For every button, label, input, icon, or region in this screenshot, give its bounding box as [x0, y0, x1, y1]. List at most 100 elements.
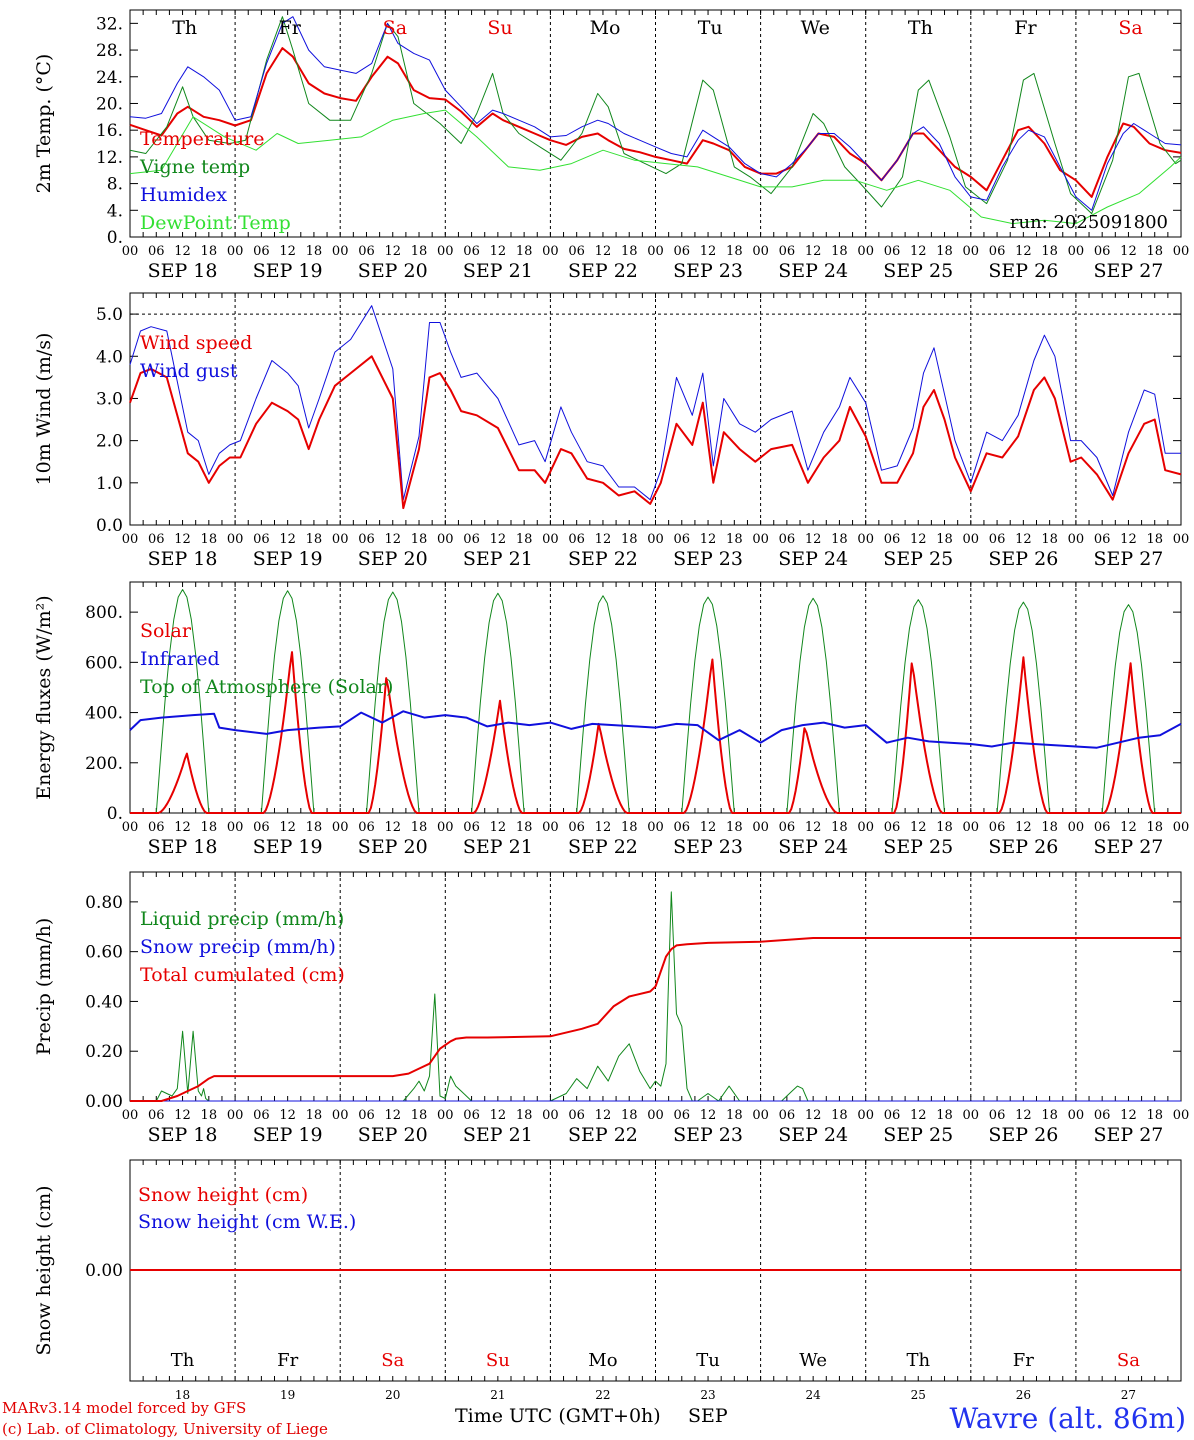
hour-tick-label: 18 [726, 820, 743, 835]
hour-tick-label: 12 [174, 1108, 191, 1123]
hour-tick-label: 00 [963, 1108, 980, 1123]
hour-tick-label: 12 [595, 820, 612, 835]
y-tick-label: 12. [96, 148, 123, 168]
hour-tick-label: 18 [306, 244, 323, 259]
station-name: Wavre (alt. 86m) [949, 1402, 1186, 1435]
hour-tick-label: 06 [358, 1108, 375, 1123]
legend-entry: Humidex [140, 184, 227, 206]
hour-tick-label: 12 [595, 244, 612, 259]
y-tick-label: 800. [85, 603, 123, 623]
hour-tick-label: 18 [1041, 244, 1058, 259]
legend-entry: Snow height (cm) [138, 1184, 308, 1206]
hour-tick-label: 18 [726, 1108, 743, 1123]
date-label: SEP 22 [568, 1124, 638, 1146]
run-label: run: 2025091800 [1010, 212, 1168, 233]
hour-tick-label: 18 [936, 820, 953, 835]
hour-tick-label: 06 [884, 820, 901, 835]
hour-tick-label: 00 [752, 532, 769, 547]
legend-entry: DewPoint Temp [140, 212, 291, 234]
day-name-label: Su [487, 17, 512, 39]
hour-tick-label: 06 [779, 532, 796, 547]
hour-tick-label: 00 [122, 244, 139, 259]
hour-tick-label: 06 [674, 1108, 691, 1123]
hour-tick-label: 06 [1094, 820, 1111, 835]
hour-tick-label: 18 [201, 1108, 218, 1123]
hour-tick-label: 12 [279, 244, 296, 259]
hour-tick-label: 00 [647, 820, 664, 835]
legend-entry: Wind speed [140, 332, 252, 354]
hour-tick-label: 06 [253, 820, 270, 835]
day-name-label: Th [906, 1350, 930, 1371]
date-label: SEP 20 [358, 260, 428, 282]
hour-tick-label: 18 [621, 244, 638, 259]
day-number-label: 27 [1121, 1388, 1136, 1402]
hour-tick-label: 18 [1041, 532, 1058, 547]
y-tick-label: 28. [96, 41, 123, 61]
hour-tick-label: 00 [647, 1108, 664, 1123]
hour-tick-label: 06 [148, 532, 165, 547]
hour-tick-label: 00 [752, 1108, 769, 1123]
y-tick-label: 20. [96, 94, 123, 114]
hour-tick-label: 00 [1173, 820, 1190, 835]
hour-tick-label: 12 [490, 532, 507, 547]
snow-height-panel: Snow height (cm) 0.00 Snow height (cm) Snow… [33, 1159, 1182, 1402]
y-tick-label: 0.00 [85, 1261, 123, 1281]
hour-tick-label: 06 [358, 820, 375, 835]
hour-tick-label: 12 [384, 1108, 401, 1123]
hour-tick-label: 06 [1094, 532, 1111, 547]
date-label: SEP 24 [778, 548, 848, 570]
date-label: SEP 18 [148, 1124, 218, 1146]
y-tick-label: 0.0 [96, 516, 123, 536]
date-label: SEP 26 [988, 836, 1058, 858]
hour-tick-label: 12 [700, 820, 717, 835]
hour-tick-label: 00 [1173, 532, 1190, 547]
hour-tick-label: 18 [201, 532, 218, 547]
hour-tick-label: 12 [700, 244, 717, 259]
day-name-label: Sa [381, 1350, 404, 1371]
hour-tick-label: 00 [1068, 244, 1085, 259]
day-number-label: 18 [175, 1388, 190, 1402]
hour-tick-label: 12 [490, 244, 507, 259]
series-top-of-atmosphere [130, 589, 1181, 814]
hour-tick-label: 18 [621, 820, 638, 835]
hour-tick-label: 06 [568, 820, 585, 835]
series-dewpoint-temp [129, 109, 1182, 225]
legend-entry: Total cumulated (cm) [140, 964, 345, 986]
hour-tick-label: 18 [1041, 820, 1058, 835]
date-label: SEP 20 [358, 548, 428, 570]
hour-tick-label: 06 [568, 244, 585, 259]
hour-tick-label: 00 [122, 532, 139, 547]
hour-tick-label: 06 [358, 244, 375, 259]
hour-tick-label: 18 [831, 820, 848, 835]
hour-tick-label: 00 [332, 244, 349, 259]
hour-tick-label: 12 [910, 820, 927, 835]
hour-tick-label: 12 [490, 1108, 507, 1123]
date-label: SEP 21 [463, 548, 533, 570]
y-tick-label: 0.80 [85, 893, 123, 913]
hour-tick-label: 00 [1068, 532, 1085, 547]
day-name-label: Sa [1117, 1350, 1140, 1371]
hour-tick-label: 12 [805, 1108, 822, 1123]
hour-tick-label: 12 [1120, 820, 1137, 835]
legend-entry: Top of Atmosphere (Solar) [140, 676, 393, 698]
model-credit: MARv3.14 model forced by GFS [2, 1399, 247, 1417]
hour-tick-label: 18 [411, 244, 428, 259]
hour-tick-label: 00 [227, 820, 244, 835]
y-axis-label: Snow height (cm) [33, 1185, 55, 1355]
date-label: SEP 27 [1094, 260, 1164, 282]
hour-tick-label: 00 [1068, 1108, 1085, 1123]
hour-tick-label: 06 [463, 244, 480, 259]
day-number-label: 20 [385, 1388, 400, 1402]
date-label: SEP 23 [673, 836, 743, 858]
hour-tick-label: 00 [857, 532, 874, 547]
hour-tick-label: 00 [227, 244, 244, 259]
y-tick-label: 32. [96, 14, 123, 34]
hour-tick-label: 12 [1120, 532, 1137, 547]
hour-tick-label: 18 [621, 1108, 638, 1123]
day-name-label: Sa [383, 17, 407, 39]
hour-tick-label: 12 [384, 244, 401, 259]
month-label: SEP [688, 1405, 728, 1427]
hour-tick-label: 00 [542, 244, 559, 259]
day-name-label: We [801, 17, 830, 39]
hour-tick-label: 06 [989, 820, 1006, 835]
